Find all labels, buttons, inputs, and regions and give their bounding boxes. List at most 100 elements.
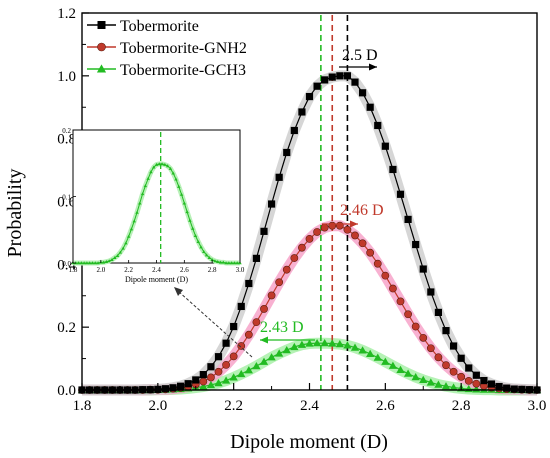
x-tick-label: 2.8 — [452, 398, 471, 414]
inset-data-point — [93, 261, 97, 265]
data-point — [169, 384, 177, 392]
data-point — [442, 361, 450, 370]
data-point — [298, 108, 306, 116]
mean-label-0: 2.5 D — [342, 47, 378, 64]
data-point — [366, 349, 375, 357]
inset-data-point — [216, 259, 220, 263]
inset-y-tick-label: 0.2 — [62, 127, 71, 135]
inset-x-tick-label: 2.4 — [152, 266, 161, 274]
data-point — [199, 371, 207, 379]
inset-data-point — [229, 261, 234, 265]
data-point — [472, 379, 481, 388]
data-point — [389, 284, 397, 293]
data-point — [373, 259, 382, 268]
inset-data-point — [132, 219, 136, 223]
data-point — [419, 375, 428, 384]
data-point — [312, 339, 322, 347]
data-point — [419, 265, 427, 273]
data-point — [465, 364, 473, 372]
data-point — [328, 73, 336, 81]
inset-pointer-arrow-head — [174, 287, 183, 296]
data-point — [222, 360, 230, 369]
inset-data-point — [118, 250, 123, 254]
data-point — [275, 349, 284, 357]
data-point — [214, 367, 223, 376]
data-point — [214, 353, 223, 361]
inset-data-point — [126, 234, 131, 238]
data-point — [449, 383, 458, 391]
legend-label-1: Tobermorite-GNH2 — [120, 40, 247, 57]
inset-data-point — [185, 210, 189, 214]
data-point — [419, 333, 428, 342]
inset-data-point — [129, 227, 134, 231]
inset-chart: 1.8 2.0 2.2 2.4 2.6 2.8 3.0 0.0 0.1 0.2 Dipole mom… — [62, 127, 253, 358]
legend: Tobermorite Tobermorite-GNH2 Tobermorite-G… — [87, 18, 247, 79]
data-point — [244, 330, 253, 339]
inset-data-point — [79, 261, 84, 265]
data-point — [351, 231, 359, 240]
data-point — [244, 366, 253, 374]
data-point — [388, 361, 398, 369]
inset-data-point — [193, 234, 198, 238]
data-point — [259, 357, 269, 365]
inset-data-point — [232, 261, 237, 265]
data-point — [457, 354, 465, 362]
data-point — [426, 344, 435, 353]
inset-data-point — [199, 245, 203, 249]
data-point — [221, 376, 231, 384]
inset-data-point — [104, 259, 109, 263]
data-point — [457, 372, 466, 381]
inset-data-point — [140, 192, 145, 196]
data-point — [404, 215, 412, 224]
data-point — [427, 288, 435, 296]
data-point — [389, 165, 397, 174]
data-point — [230, 322, 238, 331]
data-point — [442, 327, 450, 335]
inset-data-point — [151, 165, 156, 169]
data-point — [328, 221, 337, 230]
inset-data-point — [82, 261, 86, 265]
inset-data-point — [210, 257, 214, 261]
data-point — [403, 369, 413, 377]
x-tick-label: 3.0 — [528, 398, 547, 414]
data-point — [366, 248, 375, 257]
data-point — [343, 72, 352, 80]
inset-data-point — [101, 260, 106, 264]
data-point — [434, 353, 443, 362]
data-point — [487, 380, 496, 388]
data-point — [434, 308, 443, 317]
data-point — [335, 339, 344, 348]
x-tick-label: 2.0 — [148, 398, 167, 414]
data-point — [381, 271, 390, 280]
data-point — [305, 92, 314, 101]
y-tick-label: 1.2 — [57, 6, 76, 22]
data-point — [252, 361, 261, 370]
inset-data-point — [124, 241, 128, 245]
data-point — [472, 371, 480, 379]
inset-data-point — [135, 210, 139, 214]
inset-data-point — [165, 164, 170, 168]
inset-x-tick-label: 1.8 — [69, 266, 78, 274]
data-point — [282, 265, 291, 274]
data-point — [381, 142, 389, 150]
inset-data-point — [224, 261, 228, 265]
data-point — [237, 342, 246, 350]
data-point — [434, 380, 443, 388]
inset-data-point — [96, 261, 100, 265]
inset-data-point — [227, 261, 231, 265]
inset-x-tick-label: 2.6 — [180, 266, 189, 274]
legend-label-2: Tobermorite-GCH3 — [120, 62, 246, 79]
data-point — [260, 305, 268, 313]
data-point — [449, 367, 458, 376]
data-point — [320, 339, 329, 347]
data-point — [412, 240, 420, 249]
data-point — [290, 254, 299, 262]
data-point — [404, 310, 412, 319]
data-point — [358, 89, 367, 97]
data-point — [282, 345, 291, 354]
inset-data-point — [121, 246, 125, 250]
data-point — [199, 377, 208, 386]
inset-data-point — [235, 261, 239, 265]
data-point — [237, 369, 246, 378]
